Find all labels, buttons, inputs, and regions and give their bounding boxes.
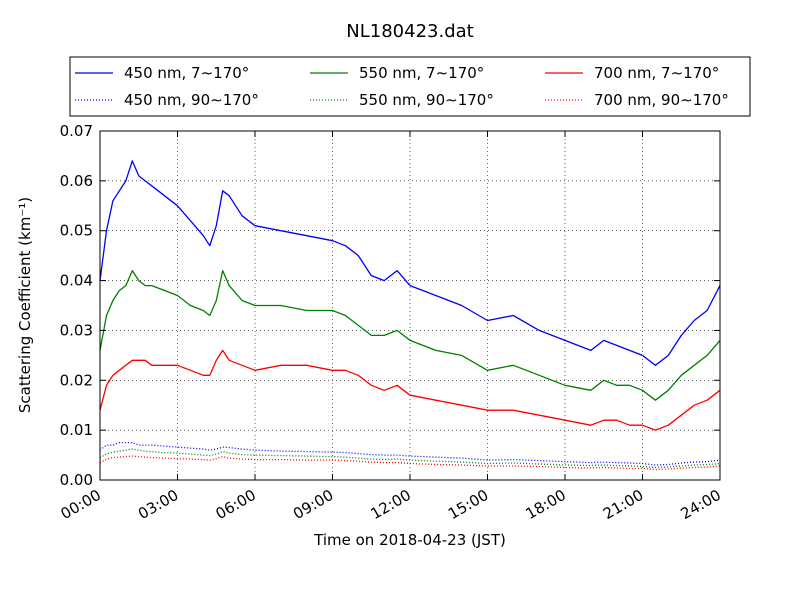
series-line	[99, 349, 721, 431]
x-tick-label: 09:00	[290, 486, 336, 523]
chart-title: NL180423.dat	[346, 21, 473, 42]
y-tick-label: 0.06	[60, 172, 93, 190]
y-tick-label: 0.04	[60, 272, 93, 290]
x-tick-label: 18:00	[523, 486, 569, 523]
legend-label: 550 nm, 7∼170°	[359, 64, 484, 82]
series-line	[99, 269, 721, 401]
y-tick-label: 0.07	[60, 122, 93, 140]
y-tick-label: 0.01	[60, 421, 93, 439]
series-line	[99, 160, 721, 366]
x-tick-label: 15:00	[445, 486, 491, 523]
series-line	[99, 455, 721, 471]
y-tick-label: 0.00	[60, 471, 93, 489]
x-tick-label: 21:00	[600, 486, 646, 523]
y-axis-label: Scattering Coefficient (km⁻¹)	[16, 197, 34, 413]
legend-label: 550 nm, 90∼170°	[359, 91, 494, 109]
series-line	[99, 448, 721, 469]
legend-label: 700 nm, 7∼170°	[594, 64, 719, 82]
y-tick-label: 0.05	[60, 222, 93, 240]
x-tick-label: 06:00	[213, 486, 259, 523]
y-tick-label: 0.02	[60, 371, 93, 389]
x-tick-label: 00:00	[58, 486, 104, 523]
x-tick-label: 12:00	[368, 486, 414, 523]
legend: 450 nm, 7∼170° 450 nm, 90∼170° 550 nm, 7∼1…	[69, 56, 751, 117]
x-axis-label: Time on 2018-04-23 (JST)	[313, 531, 506, 549]
legend-label: 450 nm, 90∼170°	[124, 91, 259, 109]
x-tick-label: 03:00	[135, 486, 181, 523]
plot-area: 00:00 03:00 06:00 09:00 12:00 15:00 18:00 21:00…	[58, 122, 724, 523]
legend-label: 700 nm, 90∼170°	[594, 91, 729, 109]
legend-label: 450 nm, 7∼170°	[124, 64, 249, 82]
legend-frame	[69, 56, 751, 117]
y-tick-label: 0.03	[60, 321, 93, 339]
x-tick-label: 24:00	[678, 486, 724, 523]
